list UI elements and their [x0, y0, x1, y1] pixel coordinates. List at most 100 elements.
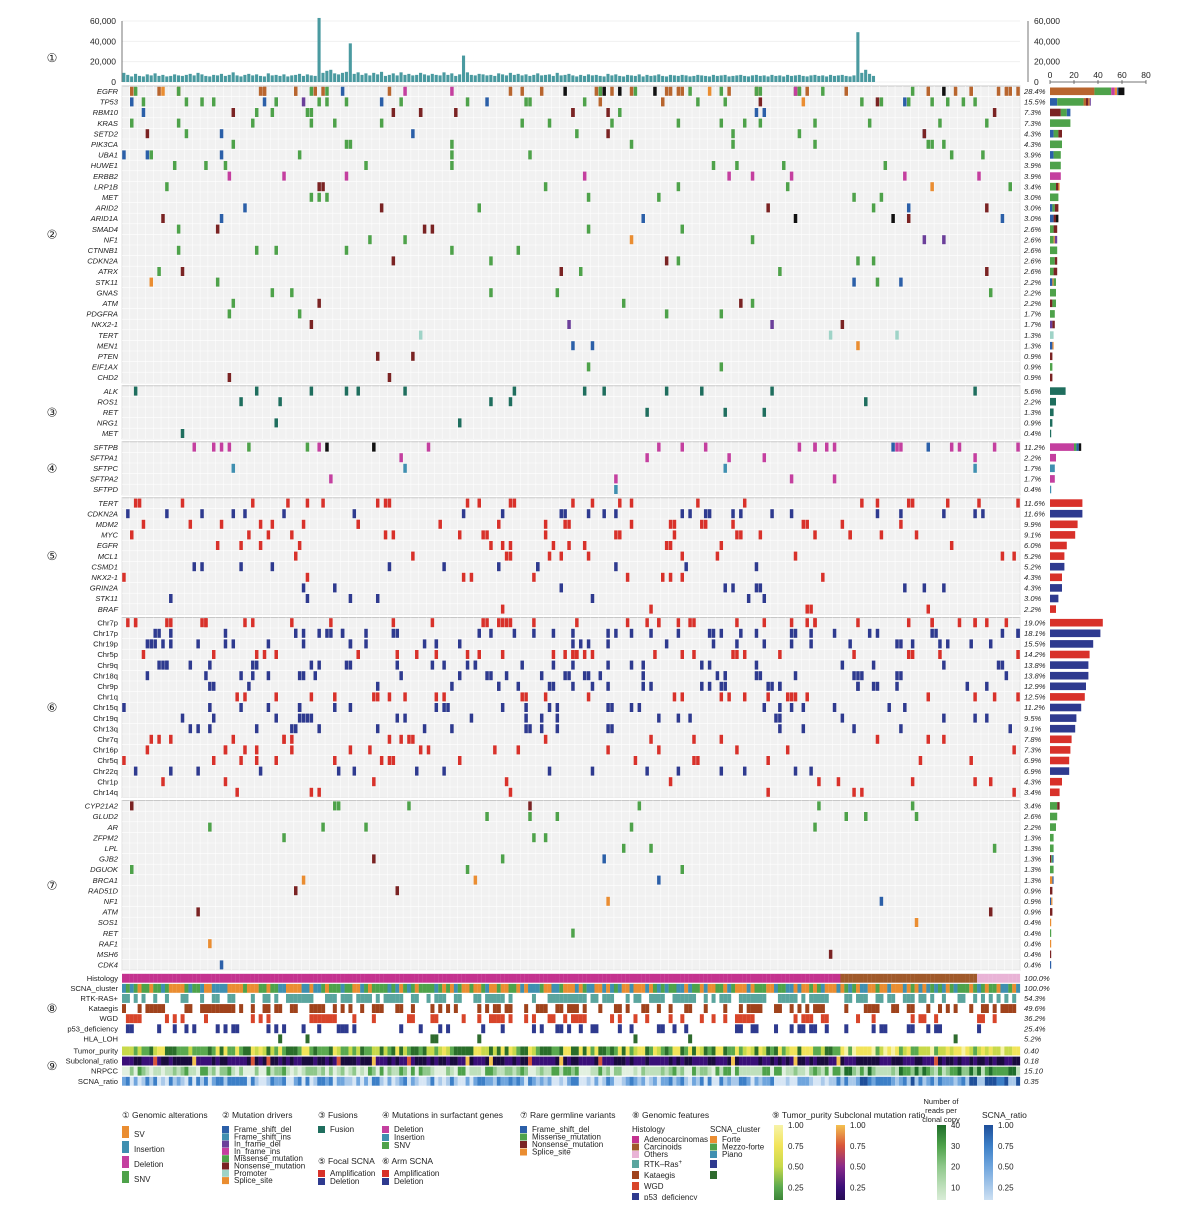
- alteration-cell: [208, 822, 212, 832]
- feature-cell: [594, 973, 599, 983]
- continuous-feature-cell: [442, 1076, 447, 1086]
- feature-cell: [321, 983, 326, 993]
- feature-cell: [910, 1014, 915, 1024]
- alteration-cell: [961, 97, 966, 107]
- alteration-cell: [333, 118, 337, 128]
- alteration-cell: [723, 97, 727, 107]
- continuous-feature-cell: [676, 1046, 681, 1056]
- feature-cell: [309, 994, 314, 1003]
- feature-cell: [485, 983, 490, 993]
- alteration-cell: [1016, 628, 1020, 638]
- alteration-cell: [571, 628, 575, 638]
- alteration-cell: [395, 886, 400, 896]
- feature-cell: [754, 994, 759, 1003]
- alteration-cell: [383, 498, 388, 508]
- alteration-cell: [657, 875, 661, 885]
- alteration-cell: [325, 442, 329, 452]
- feature-cell: [125, 1014, 130, 1024]
- continuous-feature-cell: [328, 1056, 333, 1066]
- row-percent: 0.4%: [1024, 950, 1042, 959]
- feature-cell: [364, 994, 369, 1003]
- continuous-feature-cell: [266, 1046, 271, 1056]
- feature-cell: [746, 1014, 751, 1024]
- continuous-feature-cell: [200, 1046, 205, 1056]
- feature-cell: [660, 1024, 665, 1034]
- legend-subclonal-tick: 0.50: [850, 1163, 866, 1172]
- feature-cell: [598, 983, 603, 993]
- continuous-feature-cell: [578, 1056, 583, 1066]
- alteration-cell: [282, 171, 286, 181]
- alteration-cell: [977, 171, 981, 181]
- row-label: Histology: [87, 974, 118, 983]
- continuous-feature-cell: [910, 1066, 915, 1076]
- continuous-feature-cell: [930, 1056, 935, 1066]
- mutation-count-bar: [258, 75, 263, 82]
- feature-cell: [379, 1004, 384, 1013]
- continuous-feature-cell: [980, 1056, 985, 1066]
- row-label: NRG1: [97, 419, 118, 428]
- legend-driver-label: In_frame_ins: [234, 1147, 280, 1156]
- continuous-feature-cell: [243, 1056, 248, 1066]
- continuous-feature-cell: [668, 1066, 673, 1076]
- continuous-feature-cell: [235, 1066, 240, 1076]
- legend-title: ② Mutation drivers: [222, 1110, 292, 1120]
- alteration-cell: [422, 639, 427, 649]
- alteration-cell: [270, 562, 275, 572]
- row-percent: 3.9%: [1024, 161, 1042, 170]
- continuous-feature-cell: [508, 1056, 513, 1066]
- feature-cell: [391, 994, 396, 1003]
- alteration-cell: [754, 583, 759, 593]
- alteration-cell: [973, 463, 977, 473]
- continuous-feature-cell: [356, 1056, 361, 1066]
- continuous-feature-cell: [410, 1056, 415, 1066]
- continuous-feature-cell: [403, 1046, 408, 1056]
- feature-cell: [957, 983, 962, 993]
- row-percent: 1.7%: [1024, 310, 1042, 319]
- mutation-count-bar: [809, 75, 813, 82]
- legend-germline-label: Missense_mutation: [532, 1133, 601, 1142]
- continuous-feature-cell: [446, 1066, 451, 1076]
- continuous-feature-cell: [840, 1046, 845, 1056]
- alteration-cell: [668, 86, 673, 96]
- alteration-cell: [282, 509, 286, 519]
- alteration-cell: [301, 583, 306, 593]
- continuous-feature-cell: [528, 1066, 533, 1076]
- continuous-feature-cell: [746, 1056, 751, 1066]
- alteration-cell: [247, 530, 251, 540]
- feature-cell: [348, 1004, 353, 1013]
- continuous-feature-cell: [325, 1076, 330, 1086]
- alteration-cell: [262, 650, 267, 659]
- feature-cell: [629, 1024, 634, 1034]
- feature-cell: [571, 994, 576, 1003]
- feature-cell: [157, 983, 162, 993]
- continuous-feature-cell: [969, 1056, 974, 1066]
- continuous-feature-cell: [695, 1056, 700, 1066]
- continuous-feature-cell: [918, 1046, 923, 1056]
- row-label: ATM: [102, 299, 119, 308]
- feature-cell: [711, 1014, 716, 1024]
- alteration-cell: [153, 628, 157, 638]
- feature-cell: [180, 973, 185, 983]
- alteration-cell: [231, 463, 236, 473]
- alteration-cell: [590, 498, 595, 508]
- mutation-count-bar: [438, 75, 442, 82]
- feature-cell: [758, 973, 763, 983]
- continuous-feature-cell: [879, 1046, 884, 1056]
- continuous-feature-cell: [629, 1066, 634, 1076]
- alteration-cell: [169, 618, 173, 628]
- continuous-feature-cell: [762, 1076, 767, 1086]
- mutation-count-bar: [622, 76, 626, 82]
- alteration-cell: [649, 604, 653, 614]
- continuous-feature-cell: [848, 1076, 853, 1086]
- alteration-cell: [610, 86, 614, 96]
- legend-nrpcc-tick: 20: [951, 1163, 960, 1172]
- alteration-cell: [329, 618, 333, 628]
- feature-cell: [598, 973, 603, 983]
- freq-axis-tick-label: 80: [1141, 70, 1151, 80]
- continuous-feature-cell: [453, 1076, 458, 1086]
- continuous-feature-cell: [434, 1046, 439, 1056]
- alteration-cell: [801, 97, 806, 107]
- mutation-count-bar: [383, 75, 387, 82]
- row-label: p53_deficiency: [67, 1024, 118, 1033]
- frequency-bar-segment: [1050, 724, 1076, 733]
